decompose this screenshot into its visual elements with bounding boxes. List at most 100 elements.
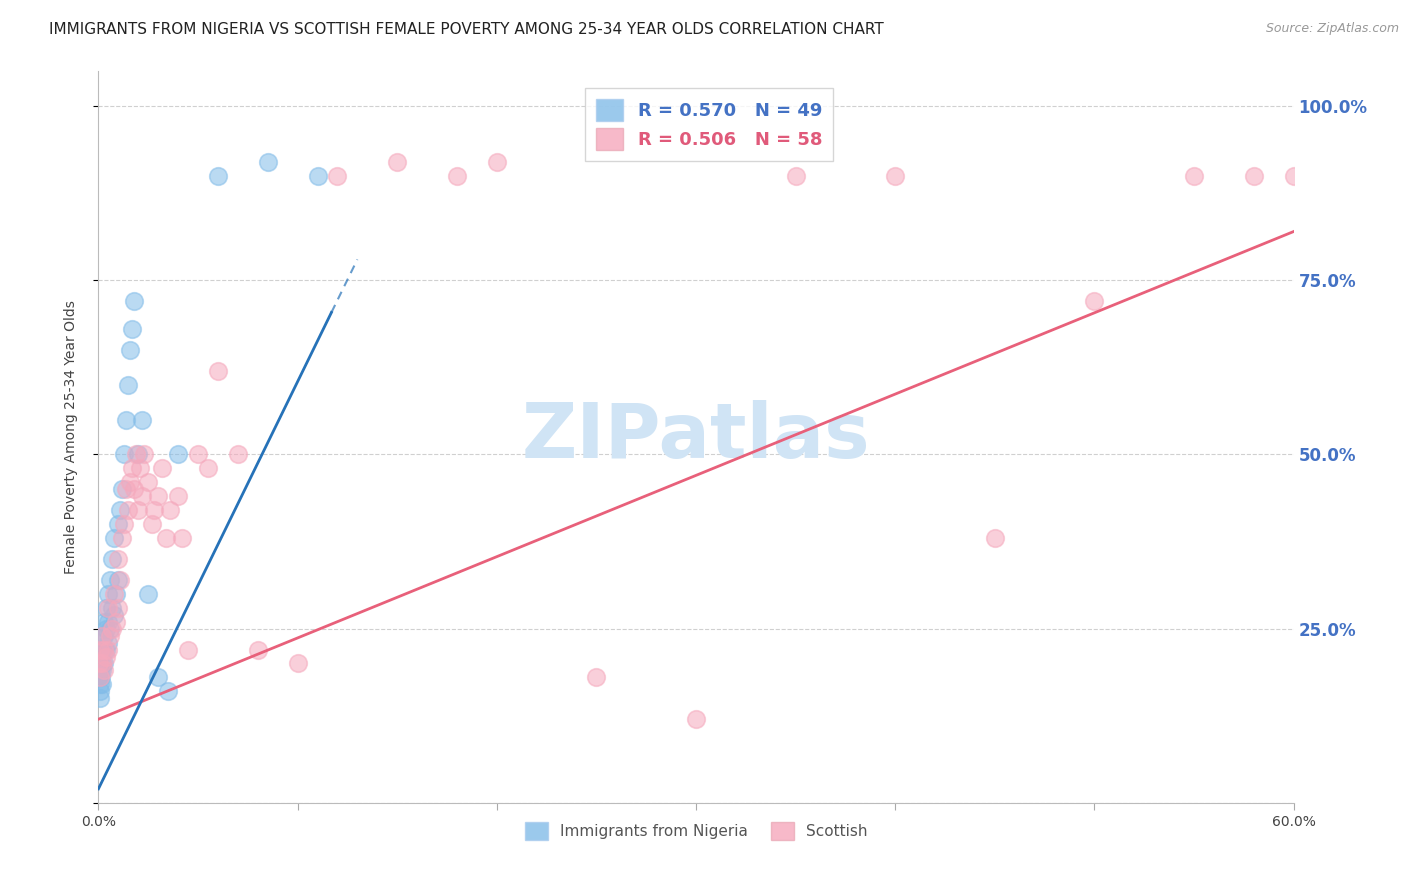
Point [91, 642, 114, 657]
Point [148, 489, 170, 503]
Point [207, 169, 229, 183]
Point [148, 670, 170, 684]
Point [117, 503, 139, 517]
Point [105, 615, 128, 629]
Point [150, 461, 173, 475]
Point [103, 587, 125, 601]
Point [96, 649, 118, 664]
Point [117, 377, 139, 392]
Legend: Immigrants from Nigeria, Scottish: Immigrants from Nigeria, Scottish [519, 815, 873, 847]
Point [89, 657, 111, 671]
Point [124, 483, 146, 497]
Point [121, 322, 143, 336]
Point [98, 629, 122, 643]
Point [97, 615, 120, 629]
Point [91, 629, 114, 643]
Text: IMMIGRANTS FROM NIGERIA VS SCOTTISH FEMALE POVERTY AMONG 25-34 YEAR OLDS CORRELA: IMMIGRANTS FROM NIGERIA VS SCOTTISH FEMA… [49, 22, 884, 37]
Point [93, 664, 115, 678]
Point [167, 489, 190, 503]
Point [103, 531, 125, 545]
Point [159, 503, 181, 517]
Point [97, 600, 120, 615]
Text: Source: ZipAtlas.com: Source: ZipAtlas.com [1265, 22, 1399, 36]
Point [93, 629, 115, 643]
Point [1182, 169, 1205, 183]
Point [96, 622, 118, 636]
Point [101, 600, 124, 615]
Point [103, 607, 125, 622]
Point [93, 615, 115, 629]
Point [93, 642, 115, 657]
Point [97, 635, 120, 649]
Point [107, 517, 129, 532]
Point [91, 664, 114, 678]
Point [1083, 294, 1105, 309]
Point [89, 649, 111, 664]
Point [98, 573, 122, 587]
Point [89, 670, 111, 684]
Point [96, 642, 118, 657]
Point [111, 483, 134, 497]
Point [136, 475, 159, 490]
Point [93, 657, 115, 671]
Point [111, 531, 134, 545]
Point [89, 677, 111, 691]
Point [101, 622, 124, 636]
Point [125, 448, 148, 462]
Point [385, 155, 409, 169]
Point [90, 670, 112, 684]
Point [89, 670, 111, 684]
Point [172, 531, 194, 545]
Point [141, 517, 163, 532]
Point [785, 169, 807, 183]
Point [89, 691, 111, 706]
Point [124, 294, 146, 309]
Point [1282, 169, 1305, 183]
Point [89, 642, 111, 657]
Y-axis label: Female Poverty Among 25-34 Year Olds: Female Poverty Among 25-34 Year Olds [63, 300, 77, 574]
Point [585, 670, 607, 684]
Point [89, 684, 111, 698]
Point [107, 552, 129, 566]
Point [91, 677, 114, 691]
Point [105, 587, 128, 601]
Point [129, 461, 152, 475]
Point [96, 600, 118, 615]
Point [131, 412, 153, 426]
Point [187, 448, 209, 462]
Point [246, 642, 269, 657]
Point [115, 412, 138, 426]
Point [307, 169, 329, 183]
Point [685, 712, 707, 726]
Point [884, 169, 907, 183]
Point [91, 629, 114, 643]
Point [97, 642, 120, 657]
Point [134, 448, 156, 462]
Point [127, 448, 149, 462]
Point [93, 642, 115, 657]
Point [101, 552, 124, 566]
Point [157, 684, 180, 698]
Point [110, 503, 132, 517]
Point [97, 587, 120, 601]
Point [115, 483, 138, 497]
Point [98, 622, 122, 636]
Point [207, 364, 229, 378]
Point [446, 169, 468, 183]
Point [127, 503, 149, 517]
Point [91, 657, 114, 671]
Text: ZIPatlas: ZIPatlas [522, 401, 870, 474]
Point [984, 531, 1007, 545]
Point [155, 531, 177, 545]
Point [485, 155, 508, 169]
Point [121, 461, 143, 475]
Point [131, 489, 153, 503]
Point [107, 600, 129, 615]
Point [287, 657, 309, 671]
Point [197, 461, 219, 475]
Point [89, 664, 111, 678]
Point [120, 343, 142, 357]
Point [1243, 169, 1265, 183]
Point [143, 503, 166, 517]
Point [112, 448, 135, 462]
